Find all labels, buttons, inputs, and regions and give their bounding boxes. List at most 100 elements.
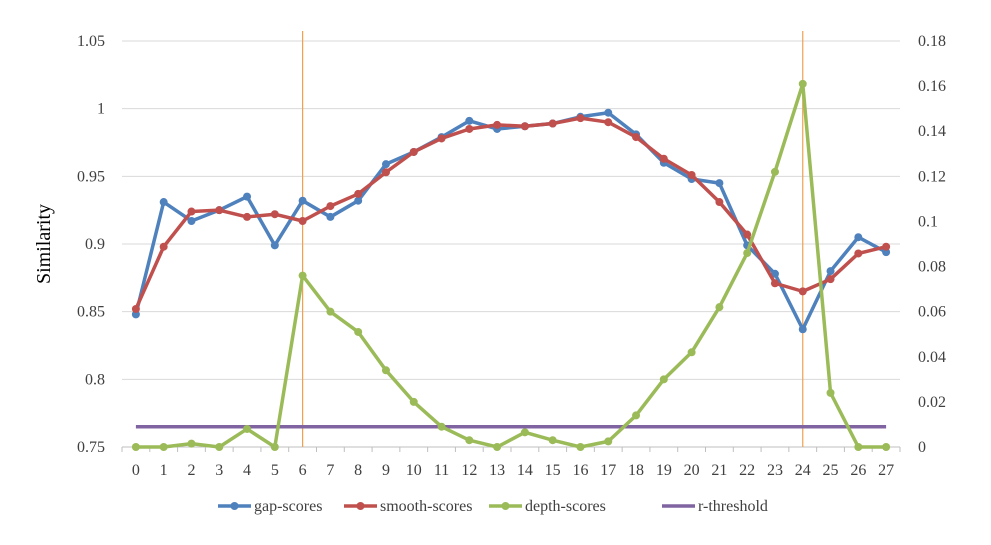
data-point <box>131 443 140 451</box>
data-point <box>632 133 641 142</box>
data-point <box>715 179 724 188</box>
x-tick-label: 12 <box>461 462 477 479</box>
x-tick-label: 10 <box>406 462 422 479</box>
x-tick-label: 23 <box>767 462 783 479</box>
data-point <box>687 170 696 179</box>
x-tick-label: 15 <box>545 462 561 479</box>
data-point <box>381 160 390 169</box>
data-point <box>576 114 585 123</box>
data-point <box>381 168 390 177</box>
data-point <box>243 212 252 221</box>
data-point <box>298 196 307 205</box>
x-tick-label: 14 <box>517 462 533 479</box>
data-point <box>854 443 863 451</box>
series-gap-scores <box>131 108 891 334</box>
data-point <box>409 147 418 156</box>
y2-tick-label: 0.1 <box>918 213 938 230</box>
data-point <box>604 118 613 127</box>
legend-label: r-threshold <box>698 498 768 515</box>
legend-item-smooth-scores: smooth-scores <box>344 498 472 515</box>
data-point <box>882 443 891 451</box>
data-point <box>854 233 863 242</box>
data-point <box>826 267 835 276</box>
y-tick-label: 0.8 <box>85 371 105 388</box>
y2-tick-label: 0.08 <box>918 259 946 276</box>
x-tick-label: 27 <box>878 462 894 479</box>
data-point <box>715 198 724 207</box>
gridlines <box>122 40 900 380</box>
x-tick-label: 4 <box>243 462 251 479</box>
x-tick-label: 18 <box>628 462 644 479</box>
legend-marker <box>501 502 510 510</box>
x-tick-label: 11 <box>434 462 449 479</box>
series-line <box>135 82 887 449</box>
data-point <box>770 269 779 278</box>
y2-tick-label: 0.16 <box>918 78 946 95</box>
data-point <box>826 275 835 284</box>
x-tick-label: 2 <box>187 462 195 479</box>
data-point <box>243 424 252 433</box>
data-point <box>187 439 196 448</box>
legend-item-r-threshold: r-threshold <box>662 498 768 515</box>
data-point <box>159 198 168 207</box>
data-point <box>826 388 835 397</box>
data-point <box>159 443 168 451</box>
y-tick-label: 1 <box>97 101 105 118</box>
legend: gap-scores smooth-scores depth-scores r-thr… <box>218 498 768 515</box>
data-point <box>659 154 668 163</box>
legend-item-depth-scores: depth-scores <box>489 498 606 515</box>
data-point <box>465 116 474 125</box>
data-point <box>632 411 641 420</box>
y2-tick-label: 0.14 <box>918 123 946 140</box>
legend-marker <box>356 502 365 510</box>
data-point <box>576 443 585 451</box>
data-point <box>743 249 752 258</box>
data-point <box>326 202 335 211</box>
data-point <box>882 242 891 251</box>
x-tick-label: 7 <box>326 462 334 479</box>
x-tick-label: 22 <box>739 462 755 479</box>
x-tick-label: 24 <box>795 462 811 479</box>
data-point <box>215 443 224 451</box>
data-point <box>520 428 529 437</box>
data-point <box>798 287 807 296</box>
vertical-markers <box>302 31 804 447</box>
data-point <box>409 397 418 406</box>
data-point <box>437 134 446 143</box>
data-point <box>243 192 252 201</box>
data-point <box>354 189 363 198</box>
data-point <box>687 348 696 357</box>
x-tick-label: 19 <box>656 462 672 479</box>
y-axis-label: Similarity <box>33 204 55 284</box>
data-point <box>659 375 668 384</box>
legend-marker <box>230 502 239 510</box>
data-point <box>131 304 140 313</box>
x-tick-label: 26 <box>850 462 866 479</box>
x-tick-label: 9 <box>382 462 390 479</box>
data-point <box>354 196 363 205</box>
data-point <box>298 271 307 280</box>
data-point <box>326 307 335 316</box>
data-point <box>215 206 224 215</box>
data-point <box>354 327 363 336</box>
data-point <box>159 242 168 251</box>
y2-tick-label: 0.12 <box>918 168 946 185</box>
series-depth-scores <box>131 79 891 451</box>
x-tick-label: 20 <box>684 462 700 479</box>
data-point <box>187 216 196 225</box>
data-point <box>770 279 779 288</box>
data-point <box>548 436 557 445</box>
data-point <box>493 443 502 451</box>
y2-tick-label: 0 <box>918 439 926 456</box>
data-point <box>715 303 724 312</box>
legend-label: depth-scores <box>525 498 606 515</box>
x-tick-label: 21 <box>711 462 727 479</box>
y-tick-label: 0.95 <box>77 168 105 185</box>
data-point <box>604 108 613 117</box>
series-lines <box>131 79 891 451</box>
data-point <box>548 119 557 128</box>
data-point <box>854 249 863 258</box>
y2-tick-label: 0.18 <box>918 33 946 50</box>
data-point <box>743 230 752 239</box>
